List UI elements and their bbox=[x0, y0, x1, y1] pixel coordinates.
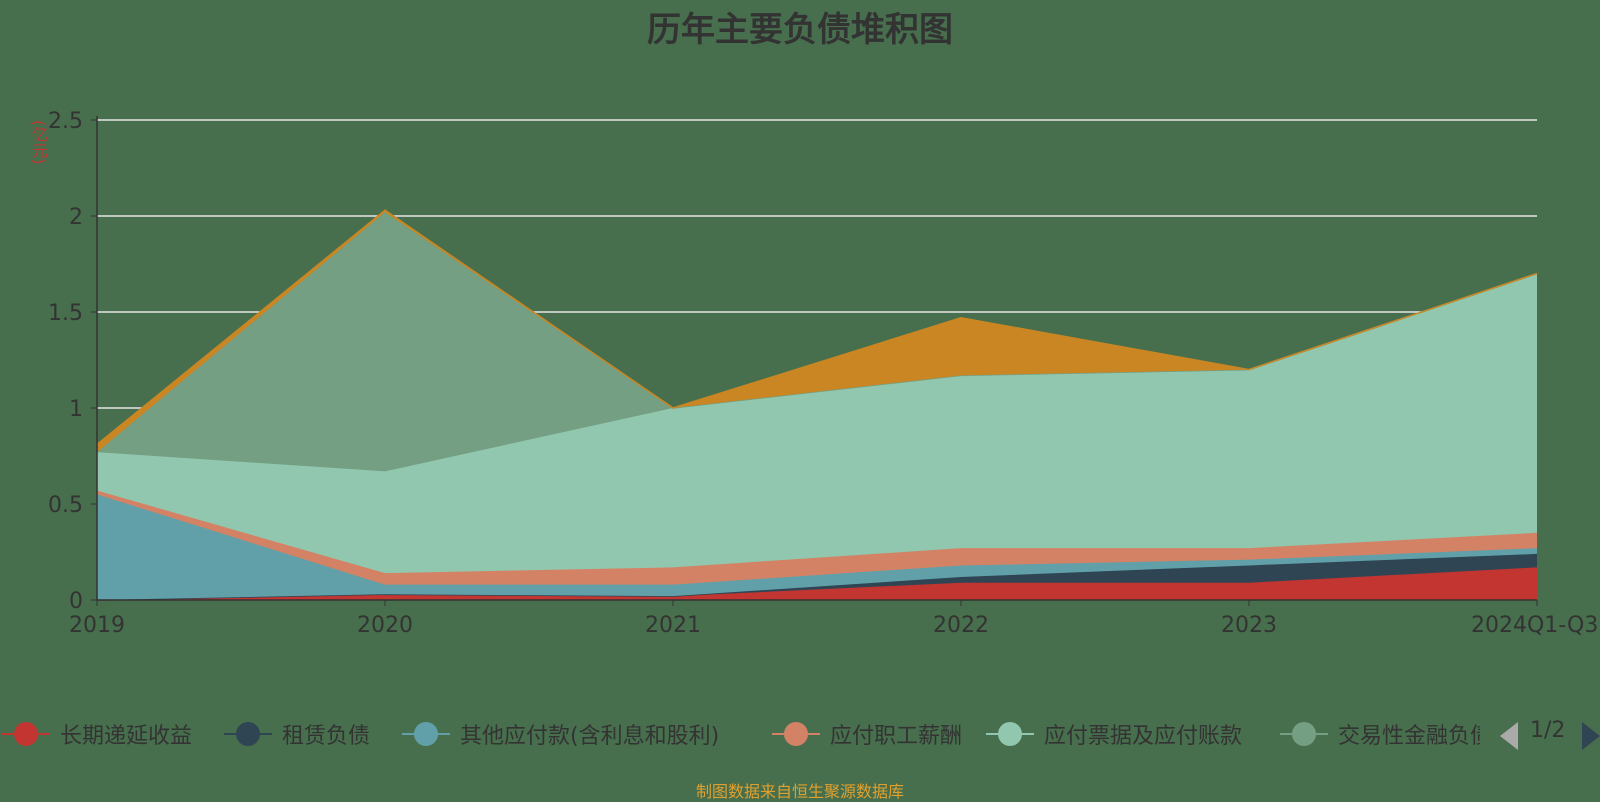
legend-item[interactable]: 交易性金融负债 bbox=[1280, 716, 1480, 752]
x-tick-label: 2024Q1-Q3 bbox=[1471, 613, 1598, 638]
legend-next-page-icon[interactable] bbox=[1582, 722, 1600, 750]
area-series-0 bbox=[97, 567, 1537, 600]
stacked-area-chart: 0 0.5 1 1.5 2 2.5 2019 2020 2021 2022 2023 2024Q1-Q… bbox=[48, 109, 1598, 638]
legend-label: 租赁负债 bbox=[282, 724, 371, 749]
x-tick-label: 2020 bbox=[357, 613, 413, 638]
legend-item[interactable]: 应付票据及应付账款 bbox=[986, 716, 1242, 752]
legend-label: 应付票据及应付账款 bbox=[1044, 724, 1243, 749]
y-tick-label: 1 bbox=[69, 397, 83, 422]
y-tick-label: 2.5 bbox=[48, 109, 83, 134]
x-tick-label: 2022 bbox=[933, 613, 989, 638]
area-series-4 bbox=[97, 273, 1537, 574]
legend: 长期递延收益 租赁负债 其他应付款(含利息和股利) 应付职工薪酬 应付票据及应付账款 交易… bbox=[0, 716, 1600, 752]
legend-page-indicator: 1/2 bbox=[1530, 718, 1566, 743]
legend-swatch-icon bbox=[224, 720, 272, 748]
legend-item[interactable]: 其他应付款(含利息和股利) bbox=[402, 716, 719, 752]
chart-title: 历年主要负债堆积图 bbox=[647, 10, 953, 50]
legend-item[interactable]: 应付职工薪酬 bbox=[772, 716, 962, 752]
x-tick-label: 2021 bbox=[645, 613, 701, 638]
legend-label: 交易性金融负债 bbox=[1338, 724, 1480, 749]
area-series-2 bbox=[97, 494, 1537, 600]
area-series-line-6 bbox=[96, 209, 1538, 446]
legend-items: 长期递延收益 租赁负债 其他应付款(含利息和股利) 应付职工薪酬 应付票据及应付账款 交易… bbox=[0, 716, 1480, 752]
y-axis-unit-label: (亿元) bbox=[29, 120, 48, 165]
area-series-layer bbox=[96, 209, 1538, 601]
source-note: 制图数据来自恒生聚源数据库 bbox=[695, 782, 904, 801]
legend-label: 应付职工薪酬 bbox=[830, 724, 963, 749]
area-series-1 bbox=[97, 553, 1537, 600]
legend-swatch-icon bbox=[772, 720, 820, 748]
legend-swatch-icon bbox=[1280, 720, 1328, 748]
legend-label: 长期递延收益 bbox=[60, 724, 193, 749]
legend-swatch-icon bbox=[402, 720, 450, 748]
legend-prev-page-icon[interactable] bbox=[1500, 722, 1518, 750]
x-tick-label: 2023 bbox=[1221, 613, 1277, 638]
legend-swatch-icon bbox=[2, 720, 50, 748]
x-tick-label: 2019 bbox=[69, 613, 125, 638]
y-tick-label: 0 bbox=[69, 589, 83, 614]
area-series-3 bbox=[97, 490, 1537, 585]
area-series-5 bbox=[97, 212, 1537, 472]
y-tick-label: 1.5 bbox=[48, 301, 83, 326]
y-tick-label: 2 bbox=[69, 205, 83, 230]
axes: 0 0.5 1 1.5 2 2.5 2019 2020 2021 2022 2023 2024Q1-Q… bbox=[48, 109, 1598, 638]
legend-label: 其他应付款(含利息和股利) bbox=[460, 724, 720, 749]
legend-swatch-icon bbox=[986, 720, 1034, 748]
legend-item[interactable]: 长期递延收益 bbox=[2, 716, 192, 752]
legend-item[interactable]: 租赁负债 bbox=[224, 716, 370, 752]
y-tick-label: 0.5 bbox=[48, 493, 83, 518]
